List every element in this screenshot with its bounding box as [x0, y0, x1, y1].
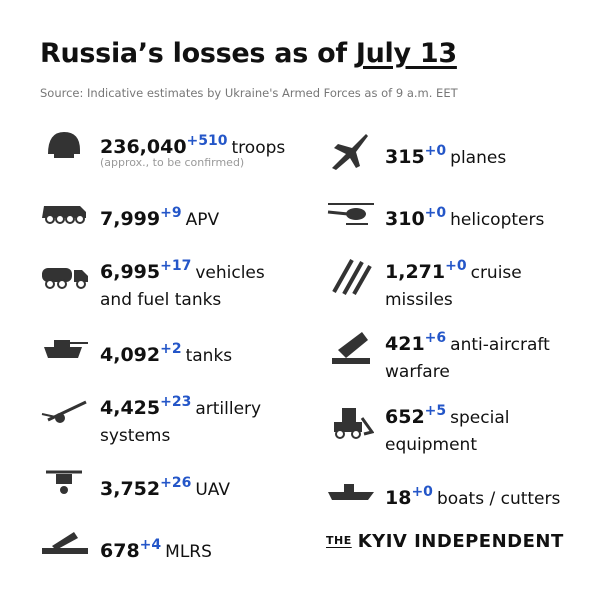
stat-value: 3,752: [100, 478, 161, 500]
stat-line: 315+0 planes: [385, 138, 506, 172]
stat-line: 18+0 boats / cutters: [385, 479, 560, 513]
stat-delta: +23: [160, 394, 192, 410]
stat-line: 652+5 special: [385, 398, 509, 432]
stat-label: tanks: [185, 346, 233, 366]
stat-value: 236,040: [100, 136, 187, 158]
missile-icon: [332, 259, 372, 295]
stat-value: 1,271: [385, 261, 446, 283]
stat-value: 310: [385, 208, 425, 230]
title-prefix: Russia’s losses as of: [40, 38, 347, 69]
brand-small: THE: [326, 534, 352, 547]
stat-item: 652+5 special equipment: [385, 398, 509, 459]
stat-value: 678: [100, 540, 140, 562]
stat-item: 18+0 boats / cutters: [385, 479, 560, 513]
boat-icon: [328, 484, 374, 500]
stat-label: APV: [185, 210, 220, 230]
stat-value: 421: [385, 333, 425, 355]
stat-label: special: [450, 408, 510, 428]
stat-delta: +0: [424, 143, 447, 159]
loader-icon: [334, 408, 374, 439]
artillery-icon: [41, 400, 87, 423]
stat-label: UAV: [195, 480, 230, 500]
stat-item: 315+0 planes: [385, 138, 506, 172]
stat-label: cruise: [470, 263, 522, 283]
uav-icon: [46, 470, 82, 494]
stat-item: 236,040+510 troops (approx., to be confirm…: [100, 128, 285, 169]
stat-line: 236,040+510 troops: [100, 128, 285, 162]
aa-icon: [332, 332, 370, 364]
stat-delta: +5: [424, 403, 447, 419]
stat-value: 315: [385, 146, 425, 168]
stat-label: artillery: [195, 399, 262, 419]
stat-label: troops: [231, 138, 286, 158]
stat-label: systems: [100, 426, 171, 446]
title: Russia’s losses as of July 13: [40, 38, 457, 69]
stat-label: and fuel tanks: [100, 290, 222, 310]
stat-line: 6,995+17 vehicles: [100, 253, 265, 287]
stat-delta: +26: [160, 475, 192, 491]
stat-item: 6,995+17 vehicles and fuel tanks: [100, 253, 265, 314]
stat-item: 678+4 MLRS: [100, 532, 212, 566]
stat-label: anti-aircraft: [450, 335, 550, 355]
stat-line: 310+0 helicopters: [385, 200, 544, 234]
mlrs-icon: [42, 532, 88, 554]
stat-label: equipment: [385, 435, 477, 455]
stat-label: planes: [450, 148, 507, 168]
stat-item: 3,752+26 UAV: [100, 470, 230, 504]
source: Source: Indicative estimates by Ukraine'…: [40, 86, 458, 100]
stat-item: 7,999+9 APV: [100, 200, 219, 234]
plane-icon: [332, 134, 368, 170]
apv-icon: [42, 206, 86, 224]
stat-note: (approx., to be confirmed): [100, 156, 245, 169]
stat-value: 6,995: [100, 261, 161, 283]
truck-icon: [42, 268, 88, 289]
stat-label: missiles: [385, 290, 453, 310]
stat-delta: +0: [424, 205, 447, 221]
stat-delta: +6: [424, 330, 447, 346]
stat-label: MLRS: [165, 542, 212, 562]
stat-line: 3,752+26 UAV: [100, 470, 230, 504]
stat-item: 1,271+0 cruise missiles: [385, 253, 522, 314]
brand: THE KYIV INDEPENDENT: [326, 531, 564, 552]
stat-label: boats / cutters: [436, 489, 561, 509]
stat-line: 4,425+23 artillery: [100, 389, 261, 423]
stat-value: 4,425: [100, 397, 161, 419]
stat-line: 421+6 anti-aircraft: [385, 325, 550, 359]
stat-item: 4,092+2 tanks: [100, 336, 232, 370]
stat-line: 678+4 MLRS: [100, 532, 212, 566]
stat-value: 4,092: [100, 344, 161, 366]
title-date: July 13: [355, 38, 457, 69]
stat-value: 18: [385, 487, 412, 509]
stat-delta: +17: [160, 258, 192, 274]
helmet-icon: [48, 132, 80, 158]
stat-delta: +0: [445, 258, 467, 274]
stat-line: 4,092+2 tanks: [100, 336, 232, 370]
stat-label: warfare: [385, 362, 450, 382]
stat-delta: +4: [139, 537, 162, 553]
stat-item: 4,425+23 artillery systems: [100, 389, 261, 450]
stat-line: 1,271+0 cruise: [385, 253, 522, 287]
stat-line: 7,999+9 APV: [100, 200, 219, 234]
tank-icon: [44, 340, 88, 358]
stat-delta: +9: [160, 205, 182, 221]
stat-value: 7,999: [100, 208, 161, 230]
stat-label: vehicles: [195, 263, 265, 283]
brand-name: KYIV INDEPENDENT: [357, 531, 564, 552]
helicopter-icon: [327, 203, 374, 225]
stat-delta: +2: [160, 341, 182, 357]
stat-value: 652: [385, 406, 425, 428]
stat-delta: +510: [186, 133, 228, 149]
stat-delta: +0: [411, 484, 433, 500]
stat-label: helicopters: [450, 210, 545, 230]
stat-item: 310+0 helicopters: [385, 200, 544, 234]
stat-item: 421+6 anti-aircraft warfare: [385, 325, 550, 386]
